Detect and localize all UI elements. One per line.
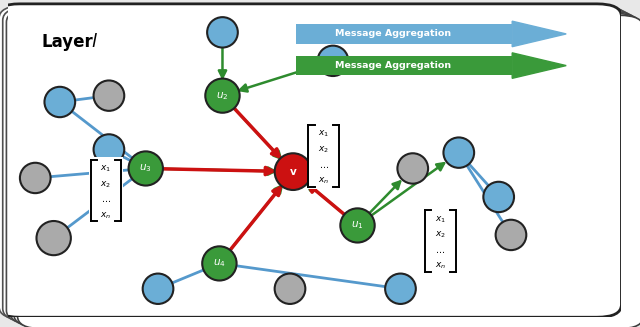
Ellipse shape xyxy=(275,153,312,190)
Text: $x_1$: $x_1$ xyxy=(100,164,111,174)
Ellipse shape xyxy=(207,17,238,47)
Text: $u_2$: $u_2$ xyxy=(216,90,228,102)
FancyBboxPatch shape xyxy=(3,8,629,321)
Text: $u_4$: $u_4$ xyxy=(213,258,226,269)
Text: $\cdots$: $\cdots$ xyxy=(435,246,445,255)
Text: $x_n$: $x_n$ xyxy=(435,261,446,271)
Text: $u_1$: $u_1$ xyxy=(351,219,364,231)
Text: Message Aggregation: Message Aggregation xyxy=(335,29,451,39)
Polygon shape xyxy=(512,21,566,47)
Text: $x_2$: $x_2$ xyxy=(100,179,111,190)
Ellipse shape xyxy=(44,87,75,117)
Polygon shape xyxy=(512,53,566,78)
Ellipse shape xyxy=(317,46,348,76)
FancyBboxPatch shape xyxy=(307,122,341,189)
Ellipse shape xyxy=(143,274,173,304)
Ellipse shape xyxy=(385,274,416,304)
Ellipse shape xyxy=(129,151,163,185)
Ellipse shape xyxy=(495,220,526,250)
Ellipse shape xyxy=(93,80,124,111)
Ellipse shape xyxy=(340,208,374,243)
Ellipse shape xyxy=(483,182,514,212)
Ellipse shape xyxy=(205,78,239,113)
Text: $x_n$: $x_n$ xyxy=(318,175,330,186)
FancyBboxPatch shape xyxy=(17,15,640,327)
Text: Layer: Layer xyxy=(42,33,93,51)
Text: $\cdots$: $\cdots$ xyxy=(101,195,111,204)
FancyBboxPatch shape xyxy=(89,157,123,224)
Ellipse shape xyxy=(20,163,51,193)
Ellipse shape xyxy=(202,246,237,281)
FancyBboxPatch shape xyxy=(423,208,458,275)
FancyBboxPatch shape xyxy=(296,56,512,76)
FancyBboxPatch shape xyxy=(6,9,632,323)
Ellipse shape xyxy=(36,221,71,255)
Text: $u_3$: $u_3$ xyxy=(140,163,152,174)
Text: $x_1$: $x_1$ xyxy=(435,215,446,225)
Ellipse shape xyxy=(397,153,428,184)
FancyBboxPatch shape xyxy=(0,6,625,319)
FancyBboxPatch shape xyxy=(0,4,621,317)
Ellipse shape xyxy=(444,137,474,168)
Ellipse shape xyxy=(93,134,124,165)
Text: v: v xyxy=(290,167,296,177)
Ellipse shape xyxy=(275,274,305,304)
Text: $\mathit{l}$: $\mathit{l}$ xyxy=(90,33,97,51)
FancyBboxPatch shape xyxy=(14,13,640,327)
FancyBboxPatch shape xyxy=(10,11,636,325)
Text: $\cdots$: $\cdots$ xyxy=(319,161,329,170)
Text: $x_1$: $x_1$ xyxy=(318,129,330,139)
Text: $x_n$: $x_n$ xyxy=(100,210,111,221)
Text: $x_2$: $x_2$ xyxy=(435,230,446,240)
Text: $x_2$: $x_2$ xyxy=(318,145,329,155)
FancyBboxPatch shape xyxy=(296,24,512,44)
Text: Message Aggregation: Message Aggregation xyxy=(335,61,451,70)
